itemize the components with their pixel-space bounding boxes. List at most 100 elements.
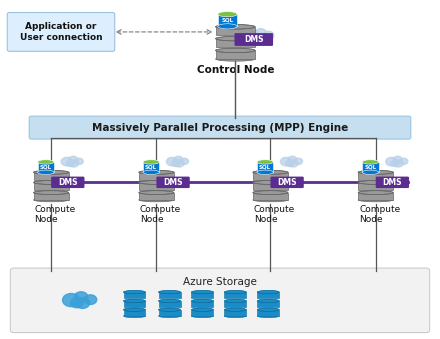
Polygon shape	[218, 14, 237, 26]
Text: DMS: DMS	[277, 178, 297, 187]
Text: SQL: SQL	[364, 165, 377, 170]
Circle shape	[166, 157, 177, 166]
Circle shape	[280, 157, 291, 166]
Polygon shape	[139, 182, 174, 190]
Polygon shape	[191, 301, 213, 307]
Ellipse shape	[224, 314, 246, 318]
Circle shape	[400, 158, 408, 164]
Polygon shape	[158, 301, 180, 307]
Circle shape	[66, 160, 74, 166]
Polygon shape	[124, 310, 146, 316]
Ellipse shape	[358, 191, 393, 195]
Circle shape	[70, 160, 79, 167]
FancyBboxPatch shape	[156, 177, 190, 188]
Ellipse shape	[158, 299, 180, 303]
Polygon shape	[33, 172, 69, 180]
Circle shape	[61, 157, 72, 166]
Polygon shape	[191, 310, 213, 316]
Polygon shape	[257, 310, 279, 316]
Circle shape	[252, 34, 262, 42]
Text: Compute
Node: Compute Node	[359, 205, 400, 224]
Ellipse shape	[224, 308, 246, 311]
Ellipse shape	[158, 314, 180, 318]
Text: DMS: DMS	[163, 178, 183, 187]
Ellipse shape	[224, 291, 246, 294]
Polygon shape	[224, 301, 246, 307]
Ellipse shape	[33, 191, 69, 195]
Polygon shape	[253, 193, 288, 200]
Polygon shape	[358, 172, 393, 180]
Circle shape	[74, 292, 88, 302]
Polygon shape	[33, 193, 69, 200]
Ellipse shape	[191, 299, 213, 303]
Circle shape	[286, 160, 294, 166]
Ellipse shape	[358, 171, 393, 174]
Text: SQL: SQL	[259, 165, 271, 170]
Ellipse shape	[143, 170, 159, 175]
Ellipse shape	[139, 191, 174, 195]
Ellipse shape	[33, 198, 69, 202]
Circle shape	[294, 158, 303, 164]
FancyBboxPatch shape	[271, 177, 304, 188]
Ellipse shape	[38, 170, 54, 175]
Text: SQL: SQL	[40, 165, 52, 170]
Polygon shape	[216, 27, 255, 35]
Text: SQL: SQL	[145, 165, 157, 170]
Polygon shape	[216, 39, 255, 47]
Ellipse shape	[158, 291, 180, 294]
Ellipse shape	[143, 160, 159, 164]
Ellipse shape	[253, 181, 288, 184]
Text: Control Node: Control Node	[197, 65, 274, 75]
Circle shape	[263, 31, 274, 39]
Ellipse shape	[216, 24, 255, 29]
Ellipse shape	[257, 291, 279, 294]
Circle shape	[245, 30, 260, 41]
Text: Compute
Node: Compute Node	[254, 205, 295, 224]
FancyBboxPatch shape	[29, 116, 411, 139]
Ellipse shape	[257, 170, 273, 175]
Ellipse shape	[253, 191, 288, 195]
Circle shape	[288, 156, 297, 163]
Text: DMS: DMS	[244, 35, 264, 44]
Ellipse shape	[124, 299, 146, 303]
Ellipse shape	[124, 308, 146, 311]
Polygon shape	[358, 193, 393, 200]
Ellipse shape	[257, 308, 279, 311]
Ellipse shape	[38, 160, 54, 164]
Circle shape	[393, 156, 402, 163]
Polygon shape	[139, 172, 174, 180]
Circle shape	[69, 156, 77, 163]
Ellipse shape	[253, 198, 288, 202]
Polygon shape	[158, 310, 180, 316]
Ellipse shape	[358, 181, 393, 184]
Polygon shape	[216, 51, 255, 59]
Ellipse shape	[216, 57, 255, 61]
Circle shape	[386, 157, 397, 166]
Circle shape	[70, 298, 83, 308]
Ellipse shape	[257, 314, 279, 318]
Ellipse shape	[224, 299, 246, 303]
Ellipse shape	[191, 308, 213, 311]
Polygon shape	[257, 292, 279, 298]
Ellipse shape	[362, 170, 379, 175]
Polygon shape	[224, 310, 246, 316]
Ellipse shape	[257, 160, 273, 164]
Circle shape	[75, 297, 90, 308]
Ellipse shape	[216, 36, 255, 41]
Polygon shape	[253, 182, 288, 190]
Circle shape	[174, 156, 183, 163]
Circle shape	[172, 160, 180, 166]
Ellipse shape	[216, 48, 255, 53]
Ellipse shape	[362, 160, 379, 164]
Polygon shape	[33, 182, 69, 190]
Ellipse shape	[257, 299, 279, 303]
Text: Massively Parallel Processing (MPP) Engine: Massively Parallel Processing (MPP) Engi…	[92, 123, 348, 133]
Polygon shape	[362, 162, 379, 172]
Circle shape	[62, 294, 80, 307]
Ellipse shape	[218, 12, 237, 17]
FancyBboxPatch shape	[235, 33, 273, 46]
Ellipse shape	[139, 198, 174, 202]
Circle shape	[256, 34, 268, 43]
Text: Compute
Node: Compute Node	[140, 205, 181, 224]
Ellipse shape	[33, 171, 69, 174]
